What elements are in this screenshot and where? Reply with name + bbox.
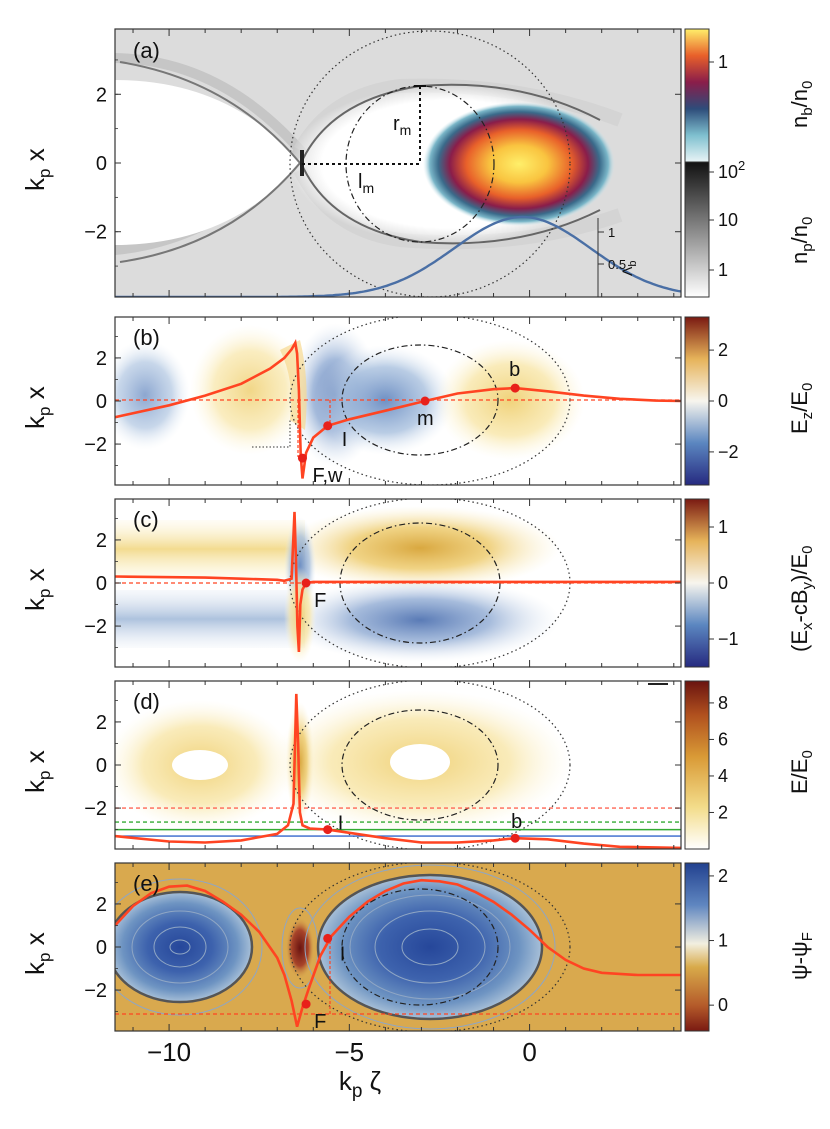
marker-point: [323, 825, 333, 835]
colorbar-tick-label: 0: [718, 995, 728, 1015]
y-tick-label: 2: [96, 530, 107, 552]
y-tick-label: −2: [84, 980, 107, 1002]
point-label: b: [509, 359, 520, 381]
colorbar-tick-label: 2: [718, 866, 728, 886]
x-axis-label: kp ζ: [339, 1066, 381, 1102]
colorbar-tick-label: 0: [718, 573, 728, 593]
colorbar-tick-label: 1: [718, 52, 728, 72]
colorbar-tick-label: 6: [718, 729, 728, 749]
colorbar-label: E/E0: [787, 750, 816, 794]
y-tick-label: 0: [96, 573, 107, 595]
colorbar-tick-label: 10: [718, 210, 738, 230]
marker-point: [510, 383, 520, 393]
inset-tick-label: 0.5: [608, 257, 626, 272]
lm-label: lm: [358, 171, 374, 196]
point-label: F: [314, 590, 326, 612]
marker-point: [297, 453, 307, 463]
colorbar-beam-density: [684, 28, 710, 163]
y-tick-label: 2: [96, 894, 107, 916]
colorbar-label: ψ-ψF: [787, 932, 816, 980]
x-tick-label: 0: [522, 1037, 536, 1067]
y-tick-label: 0: [96, 391, 107, 413]
y-tick-label: −2: [84, 222, 107, 244]
colorbar-tick-label: 102: [718, 158, 745, 182]
colorbar-plasma-density: [684, 161, 710, 298]
inset-axis-label: Λb: [619, 261, 639, 276]
bubble-boundary: [289, 30, 571, 297]
beam-current-profile: [115, 215, 681, 297]
potential-lineout: [115, 878, 681, 1028]
y-axis-label: kp x: [20, 148, 54, 191]
y-tick-label: 0: [96, 755, 107, 777]
point-label: b: [511, 811, 522, 833]
point-label: F: [314, 1011, 326, 1033]
marker-point: [301, 999, 311, 1009]
y-tick-label: 2: [96, 348, 107, 370]
panel-a: (a) rm lm 1 0.5 Λb: [114, 28, 682, 298]
point-label: F,w: [312, 465, 343, 487]
panel-label: (b): [133, 325, 160, 350]
colorbar-tick-label: 1: [718, 931, 728, 951]
potential-well: [318, 875, 542, 1019]
y-axis-label: kp x: [20, 750, 54, 793]
drive-beam: [423, 102, 615, 226]
y-tick-label: 0: [96, 153, 107, 175]
point-label: m: [417, 408, 434, 430]
y-tick-label: 2: [96, 84, 107, 106]
marker-point: [323, 933, 333, 943]
point-label: I: [338, 813, 344, 835]
y-tick-label: −2: [84, 434, 107, 456]
field-lineout: [115, 693, 681, 849]
x-tick-label: −10: [147, 1037, 191, 1067]
point-label: I: [342, 429, 348, 451]
colorbar-label: Ez/E0: [787, 383, 816, 434]
field-lineout: [115, 511, 681, 652]
colorbar-tick-label: 1: [718, 260, 728, 280]
colorbar-e: [684, 680, 710, 850]
y-axis-label: kp x: [20, 932, 54, 975]
colorbar-label: (Ex-cBy)/E0: [787, 546, 816, 652]
y-axis-label: kp x: [20, 386, 54, 429]
field-lineout: [115, 338, 681, 479]
panel-label: (a): [133, 38, 160, 63]
y-tick-label: −2: [84, 798, 107, 820]
colorbar-tick-label: −2: [718, 442, 739, 462]
marker-point: [323, 421, 333, 431]
x-tick-label: −5: [335, 1037, 365, 1067]
colorbar-label: nb/n0: [787, 81, 816, 128]
colorbar-transverse-force: [684, 498, 710, 668]
colorbar-label: np/n0: [787, 217, 816, 264]
panel-c: (c) F: [114, 498, 682, 668]
panel-label: (d): [133, 689, 160, 714]
panel-label: (c): [133, 507, 159, 532]
marker-point: [510, 833, 520, 843]
colorbar-tick-label: 8: [718, 693, 728, 713]
colorbar-psi: [684, 862, 710, 1032]
inset-tick-label: 1: [608, 225, 615, 240]
rear-cavity: [115, 80, 301, 245]
colorbar-tick-label: 0: [718, 391, 728, 411]
point-label: I: [340, 943, 346, 965]
colorbar-tick-label: 2: [718, 340, 728, 360]
colorbar-tick-label: 4: [718, 766, 728, 786]
y-tick-label: −2: [84, 616, 107, 638]
colorbar-tick-label: −1: [718, 629, 739, 649]
y-tick-label: 0: [96, 937, 107, 959]
panel-e: (e) I F: [114, 862, 682, 1033]
marker-point: [420, 396, 430, 406]
colorbar-tick-label: 1: [718, 517, 728, 537]
rm-label: rm: [393, 113, 411, 138]
y-axis-label: kp x: [20, 568, 54, 611]
colorbar-tick-label: 2: [718, 802, 728, 822]
panel-label: (e): [133, 871, 160, 896]
bubble-fit-ellipse: [345, 85, 495, 243]
marker-point: [301, 578, 311, 588]
panel-b: (b) b m I F,w: [114, 316, 682, 487]
y-tick-label: 2: [96, 712, 107, 734]
colorbar-ez: [684, 316, 710, 486]
